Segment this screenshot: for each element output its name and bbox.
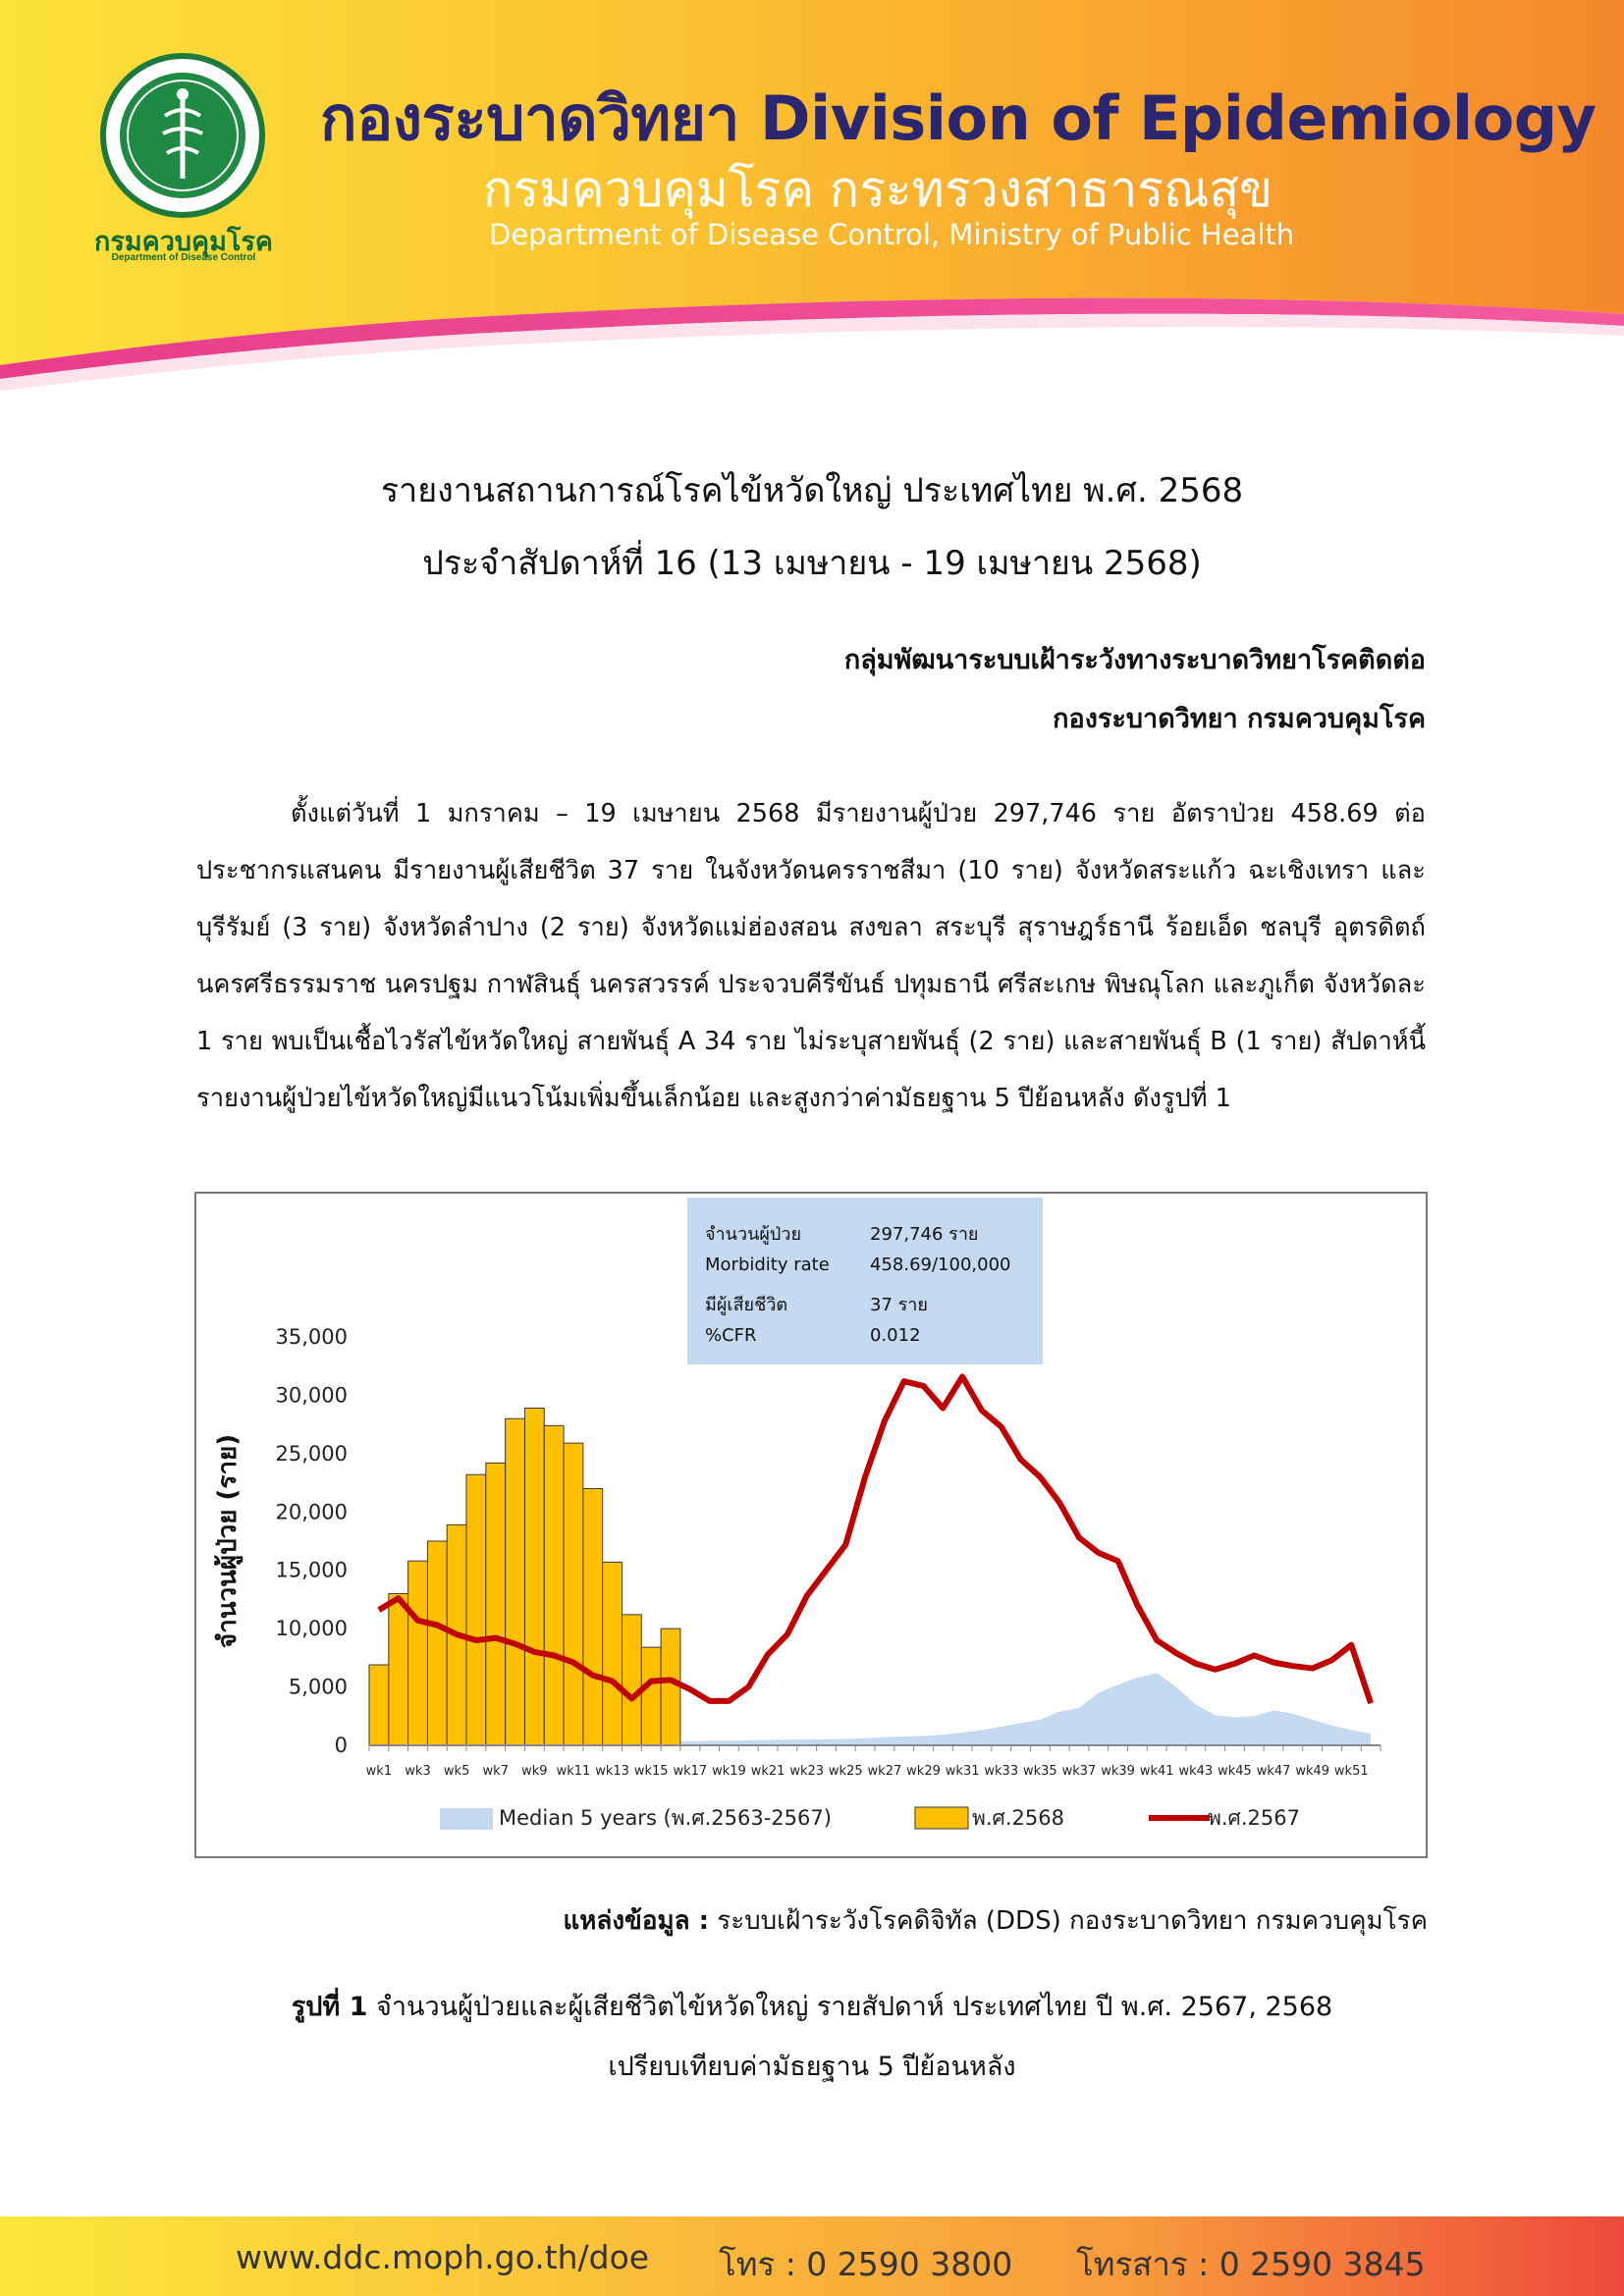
report-title: รายงานสถานการณ์โรคไข้หวัดใหญ่ ประเทศไทย … (380, 471, 1244, 510)
x-tick-label: wk19 (712, 1764, 746, 1779)
bar-2568 (485, 1462, 507, 1746)
x-tick-label: wk1 (366, 1764, 392, 1779)
chart-canvas: 0 5,000 10,000 15,000 20,000 25,000 30,000 35,0… (213, 1325, 1381, 1830)
bar-2568 (505, 1417, 525, 1746)
x-tick-label: wk7 (483, 1764, 509, 1779)
bar-2568 (640, 1646, 662, 1746)
x-tick-label: wk25 (829, 1764, 863, 1779)
bar-2568 (582, 1488, 604, 1746)
figure-caption-line2: เปรียบเทียบค่ามัธยฐาน 5 ปีย้อนหลัง (608, 2052, 1016, 2082)
header-english-subtitle: Department of Disease Control, Ministry … (489, 218, 1295, 251)
x-tick-label: wk41 (1140, 1764, 1174, 1779)
y-tick-label: 35,000 (276, 1325, 348, 1349)
org-group: กลุ่มพัฒนาระบบเฝ้าระวังทางระบาดวิทยาโรคต… (843, 645, 1426, 675)
bar-2568 (602, 1561, 623, 1746)
header-thai-subtitle: กรมควบคุมโรค กระทรวงสาธารณสุข (483, 161, 1273, 218)
x-tick-label: wk9 (521, 1764, 547, 1779)
bar-2568 (368, 1664, 390, 1746)
legend-2568-label: พ.ศ.2568 (972, 1806, 1064, 1830)
x-tick-label: wk27 (868, 1764, 902, 1779)
legend-median-label: Median 5 years (พ.ศ.2563-2567) (499, 1806, 832, 1830)
x-tick-label: wk37 (1062, 1764, 1097, 1779)
x-tick-label: wk13 (595, 1764, 629, 1779)
summary-value: 37 ราย (870, 1295, 928, 1315)
data-source-text: ระบบเฝ้าระวังโรคดิจิทัล (DDS) กองระบาดวิ… (717, 1906, 1428, 1936)
influenza-chart: 0 5,000 10,000 15,000 20,000 25,000 30,000 35,0… (194, 1192, 1428, 1858)
footer-phone: โทร : 0 2590 3800 (719, 2245, 1013, 2283)
data-source: แหล่งข้อมูล : ระบบเฝ้าระวังโรคดิจิทัล (D… (564, 1900, 1428, 1941)
summary-label: จำนวนผู้ป่วย (705, 1224, 801, 1245)
summary-label: Morbidity rate (705, 1255, 830, 1275)
summary-value: 458.69/100,000 (870, 1255, 1011, 1275)
y-tick-label: 20,000 (276, 1500, 348, 1523)
y-tick-label: 0 (335, 1734, 348, 1757)
figure-caption: รูปที่ 1 จำนวนผู้ป่วยและผู้เสียชีวิตไข้ห… (0, 1985, 1624, 2027)
org-division: กองระบาดวิทยา กรมควบคุมโรค (1053, 704, 1426, 734)
legend-median-swatch (440, 1808, 493, 1830)
report-period: ประจำสัปดาห์ที่ 16 (13 เมษายน - 19 เมษาย… (422, 544, 1202, 583)
y-tick-label: 5,000 (289, 1676, 348, 1699)
bar-2568 (465, 1473, 487, 1746)
summary-box: จำนวนผู้ป่วย 297,746 ราย Morbidity rate … (687, 1198, 1043, 1364)
figure-caption-text: จำนวนผู้ป่วยและผู้เสียชีวิตไข้หวัดใหญ่ ร… (376, 1992, 1333, 2022)
logo-name: กรมควบคุมโรค (94, 227, 273, 257)
x-tick-label: wk39 (1101, 1764, 1135, 1779)
logo-subtitle: Department of Disease Control (111, 252, 256, 263)
bar-2568 (563, 1442, 584, 1746)
header-title: กองระบาดวิทยา Division of Epidemiology (320, 82, 1597, 154)
x-tick-label: wk23 (789, 1764, 824, 1779)
report-body-text: ตั้งแต่วันที่ 1 มกราคม – 19 เมษายน 2568 … (196, 799, 1426, 1113)
x-tick-label: wk31 (946, 1764, 980, 1779)
figure-caption-label: รูปที่ 1 (291, 1992, 368, 2022)
footer-fax: โทรสาร : 0 2590 3845 (1076, 2245, 1426, 2283)
x-tick-label: wk47 (1257, 1764, 1291, 1779)
summary-label: %CFR (705, 1325, 757, 1346)
bar-2568 (523, 1408, 545, 1746)
y-axis-title: จำนวนผู้ป่วย (ราย) (213, 1434, 244, 1648)
ministry-seal-icon (100, 53, 265, 218)
summary-label: มีผู้เสียชีวิต (705, 1295, 788, 1315)
ddc-logo: กรมควบคุมโรค Department of Disease Contr… (94, 53, 273, 263)
summary-value: 0.012 (870, 1325, 921, 1346)
x-tick-label: wk33 (984, 1764, 1018, 1779)
y-tick-label: 10,000 (276, 1617, 348, 1640)
line-2567 (377, 1373, 1374, 1705)
x-tick-label: wk3 (405, 1764, 430, 1779)
x-tick-label: wk43 (1178, 1764, 1213, 1779)
y-tick-label: 25,000 (276, 1442, 348, 1466)
x-tick-label: wk29 (906, 1764, 941, 1779)
bar-2568 (407, 1560, 428, 1746)
x-tick-label: wk45 (1218, 1764, 1252, 1779)
x-tick-label: wk11 (557, 1764, 591, 1779)
x-tick-label: wk17 (673, 1764, 707, 1779)
bar-2568 (388, 1592, 409, 1746)
median-area (378, 1673, 1372, 1745)
x-tick-label: wk51 (1334, 1764, 1369, 1779)
data-source-label: แหล่งข้อมูล : (563, 1906, 709, 1936)
x-tick-label: wk21 (751, 1764, 785, 1779)
page-header: กรมควบคุมโรค Department of Disease Contr… (0, 0, 1624, 393)
x-tick-label: wk15 (634, 1764, 669, 1779)
legend-2567-label: พ.ศ.2567 (1208, 1806, 1300, 1830)
bar-2568 (622, 1614, 642, 1746)
bar-2568 (543, 1424, 565, 1746)
report-body: ตั้งแต่วันที่ 1 มกราคม – 19 เมษายน 2568 … (196, 785, 1426, 1127)
page-footer: www.ddc.moph.go.th/doe โทร : 0 2590 3800… (0, 2216, 1624, 2296)
y-tick-label: 30,000 (276, 1383, 348, 1407)
bar-2568 (426, 1540, 448, 1746)
x-tick-label: wk49 (1295, 1764, 1329, 1779)
header-background (0, 0, 1624, 391)
bar-2568 (660, 1628, 681, 1746)
x-tick-label: wk35 (1023, 1764, 1057, 1779)
footer-website[interactable]: www.ddc.moph.go.th/doe (236, 2238, 650, 2276)
summary-value: 297,746 ราย (870, 1224, 979, 1245)
x-tick-label: wk5 (444, 1764, 469, 1779)
legend-2568-swatch (914, 1806, 969, 1830)
y-tick-label: 15,000 (276, 1559, 348, 1582)
